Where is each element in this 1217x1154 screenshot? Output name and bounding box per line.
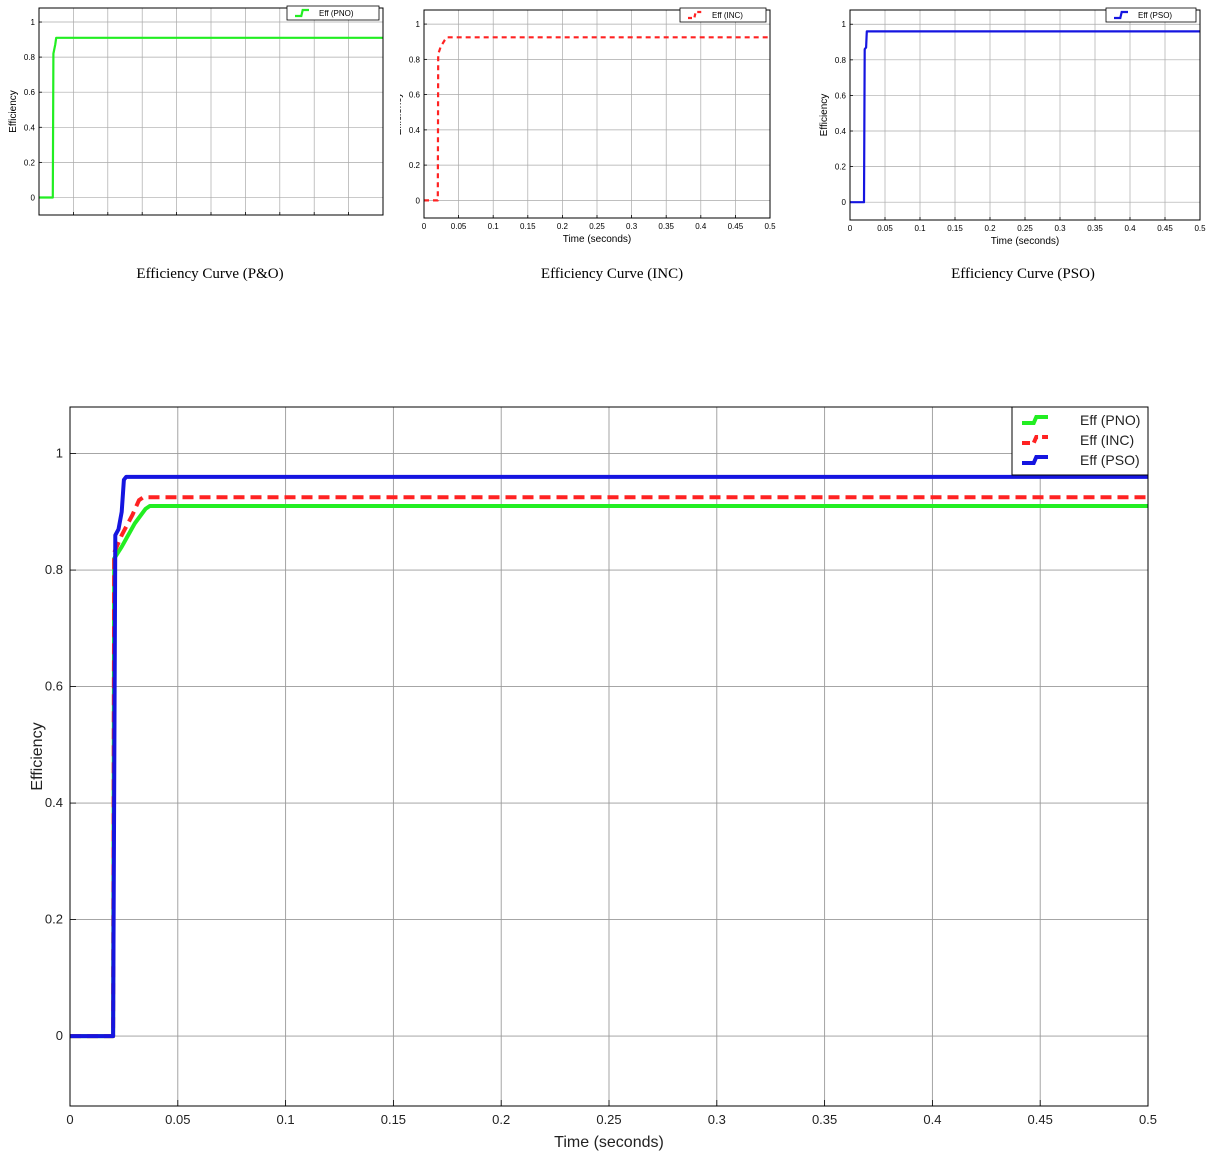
axes-box xyxy=(69,406,1149,1107)
legend-label: Eff (INC) xyxy=(1080,432,1134,448)
legend-box xyxy=(679,7,767,23)
x-tick-label: 0.4 xyxy=(1124,224,1136,233)
combined-efficiency-chart: 0 0.05 0.1 0.15 0.2 0.25 0.3 0.35 0.4 0.45 0.5 0 0.2… xyxy=(29,406,1157,1151)
pno-efficiency-chart: 0 0.2 0.4 0.6 0.8 1 Efficiency Eff (PNO) xyxy=(8,5,384,216)
legend-swatch xyxy=(1022,435,1048,445)
x-tick-label: 0.2 xyxy=(557,222,569,231)
y-tick-label: 0 xyxy=(56,1028,63,1043)
x-tick-label: 0.2 xyxy=(984,224,996,233)
legend-swatch xyxy=(1022,455,1048,465)
y-tick-label: 0 xyxy=(842,198,847,207)
pno-chart-caption: Efficiency Curve (P&O) xyxy=(136,266,284,282)
axes-box xyxy=(849,9,1201,221)
x-axis-label: Time (seconds) xyxy=(554,1134,664,1151)
series-line-effpso xyxy=(850,30,1200,204)
y-tick-label: 0.6 xyxy=(24,88,36,97)
x-tick-label: 0.15 xyxy=(947,224,963,233)
inc-chart-caption: Efficiency Curve (INC) xyxy=(540,266,684,282)
y-axis-label: Efficiency xyxy=(819,94,830,137)
pso-chart-caption: Efficiency Curve (PSO) xyxy=(951,266,1095,282)
y-axis-label: Efficiency xyxy=(29,722,46,790)
legend-swatch xyxy=(1114,10,1128,20)
legend-label: Eff (PSO) xyxy=(1080,452,1140,468)
x-tick-label: 0.25 xyxy=(589,222,605,231)
y-tick-label: 0.6 xyxy=(835,91,847,100)
y-tick-label: 0.2 xyxy=(409,161,421,170)
legend-box xyxy=(1105,7,1197,23)
series-line-effinc xyxy=(424,36,770,202)
x-tick-label: 0.05 xyxy=(877,224,893,233)
x-axis-label: Time (seconds) xyxy=(991,236,1060,247)
x-tick-label: 0.35 xyxy=(1087,224,1103,233)
x-tick-label: 0.1 xyxy=(277,1112,295,1127)
y-tick-label: 0.4 xyxy=(24,123,36,132)
x-tick-label: 0.45 xyxy=(728,222,744,231)
legend-swatch xyxy=(688,10,702,20)
x-tick-label: 0.45 xyxy=(1028,1112,1053,1127)
series-line-effpso xyxy=(70,474,1148,1039)
series-line-effpno xyxy=(39,36,383,199)
legend-swatch xyxy=(1022,415,1048,425)
pso-efficiency-chart: 0 0.05 0.1 0.15 0.2 0.25 0.3 0.35 0.4 0.45 0.5 0 0.2… xyxy=(819,7,1206,247)
legend-label: Eff (PNO) xyxy=(1080,412,1140,428)
y-tick-label: 0.4 xyxy=(409,126,421,135)
y-tick-label: 1 xyxy=(31,18,36,27)
y-axis-label: Efficiency xyxy=(8,90,19,133)
y-tick-label: 0.6 xyxy=(409,91,421,100)
y-tick-label: 0.8 xyxy=(24,53,36,62)
y-tick-label: 0 xyxy=(31,193,36,202)
y-tick-label: 0.8 xyxy=(835,56,847,65)
x-tick-label: 0.1 xyxy=(914,224,926,233)
y-tick-label: 0.2 xyxy=(45,912,63,927)
axes-box xyxy=(423,9,771,219)
x-tick-label: 0.5 xyxy=(764,222,776,231)
x-tick-label: 0.35 xyxy=(658,222,674,231)
y-axis-label: Efficiency xyxy=(400,93,404,136)
x-tick-label: 0.1 xyxy=(488,222,500,231)
y-tick-label: 1 xyxy=(416,20,421,29)
y-tick-label: 1 xyxy=(56,446,63,461)
x-tick-label: 0 xyxy=(66,1112,73,1127)
x-axis-label: Time (seconds) xyxy=(563,234,632,245)
x-tick-label: 0.45 xyxy=(1157,224,1173,233)
y-tick-label: 0.2 xyxy=(835,163,847,172)
x-tick-label: 0.5 xyxy=(1194,224,1206,233)
axes-box xyxy=(38,7,384,216)
x-tick-label: 0.3 xyxy=(1054,224,1066,233)
y-tick-label: 0.4 xyxy=(45,795,63,810)
x-tick-label: 0.3 xyxy=(708,1112,726,1127)
legend-label: Eff (INC) xyxy=(712,11,743,20)
x-tick-label: 0 xyxy=(848,224,853,233)
inc-efficiency-chart: 0 0.05 0.1 0.15 0.2 0.25 0.3 0.35 0.4 0.45 0.5 0 0.2… xyxy=(400,7,776,245)
x-tick-label: 0.3 xyxy=(626,222,638,231)
x-tick-label: 0.4 xyxy=(695,222,707,231)
x-tick-label: 0.2 xyxy=(492,1112,510,1127)
y-tick-label: 1 xyxy=(842,20,847,29)
legend-label: Eff (PSO) xyxy=(1138,11,1172,20)
x-tick-label: 0 xyxy=(422,222,427,231)
y-tick-label: 0.8 xyxy=(409,55,421,64)
x-tick-label: 0.25 xyxy=(1017,224,1033,233)
x-tick-label: 0.05 xyxy=(165,1112,190,1127)
x-tick-label: 0.35 xyxy=(812,1112,837,1127)
x-tick-label: 0.05 xyxy=(451,222,467,231)
y-tick-label: 0.8 xyxy=(45,562,63,577)
x-tick-label: 0.15 xyxy=(381,1112,406,1127)
y-tick-label: 0.4 xyxy=(835,127,847,136)
y-tick-label: 0 xyxy=(416,196,421,205)
legend-box xyxy=(286,5,380,21)
y-tick-label: 0.2 xyxy=(24,158,36,167)
x-tick-label: 0.4 xyxy=(923,1112,941,1127)
x-tick-label: 0.15 xyxy=(520,222,536,231)
y-tick-label: 0.6 xyxy=(45,679,63,694)
x-tick-label: 0.5 xyxy=(1139,1112,1157,1127)
x-tick-label: 0.25 xyxy=(596,1112,621,1127)
legend-label: Eff (PNO) xyxy=(319,9,354,18)
legend-swatch xyxy=(295,8,309,18)
